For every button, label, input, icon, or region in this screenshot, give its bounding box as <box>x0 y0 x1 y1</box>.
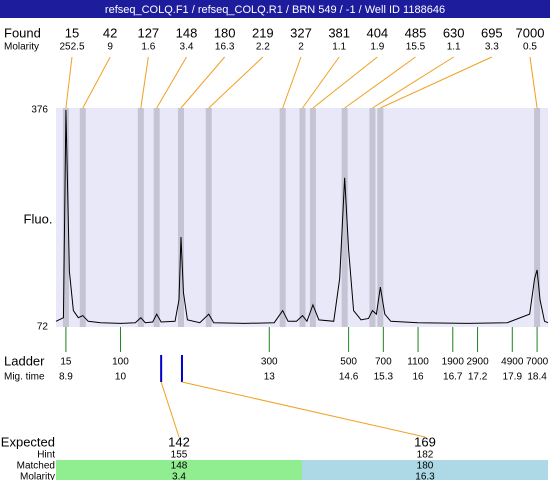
hint-label: Hint <box>37 450 55 461</box>
peak-connector <box>312 56 378 109</box>
peak-molarity: 252.5 <box>59 42 84 53</box>
peak-connector <box>282 56 302 109</box>
expected-label: Expected <box>1 434 55 449</box>
peak-molarity: 3.3 <box>485 42 499 53</box>
trace-line <box>55 109 549 324</box>
matched-size: 148 <box>171 461 188 472</box>
ladder-size: 2900 <box>466 357 489 368</box>
peak-size: 695 <box>481 25 503 40</box>
ladder-mig-time: 17.9 <box>503 372 523 383</box>
hint-size: 155 <box>171 450 188 461</box>
molarity-label: Molarity <box>4 42 39 53</box>
matched-molarity: 16.3 <box>415 472 435 480</box>
ladder-label: Ladder <box>4 353 45 368</box>
peak-band <box>279 108 286 327</box>
peak-molarity: 2.2 <box>256 42 270 53</box>
peak-size: 42 <box>103 25 117 40</box>
peak-size: 219 <box>252 25 274 40</box>
peak-connector <box>529 56 538 109</box>
peak-band <box>205 108 212 327</box>
peak-molarity: 1.1 <box>332 42 346 53</box>
title: refseq_COLQ.F1 / refseq_COLQ.R1 / BRN 54… <box>105 4 445 16</box>
peak-band <box>534 108 541 327</box>
peak-size: 127 <box>137 25 159 40</box>
peak-band <box>153 108 160 327</box>
matched-label: Matched <box>17 461 55 472</box>
peak-size: 7000 <box>516 25 545 40</box>
expected-size: 142 <box>168 434 190 449</box>
peak-band <box>137 108 144 327</box>
matched-bar <box>56 460 302 480</box>
peak-size: 148 <box>176 25 198 40</box>
ladder-mig-time: 17.2 <box>468 372 488 383</box>
ladder-size: 7000 <box>526 357 549 368</box>
peak-band <box>79 108 86 327</box>
ladder-mig-time: 13 <box>264 372 276 383</box>
y-tick-label: 376 <box>31 105 48 116</box>
peak-size: 180 <box>214 25 236 40</box>
peak-connector <box>140 56 149 109</box>
ladder-size: 300 <box>261 357 278 368</box>
ladder-size: 15 <box>60 357 72 368</box>
peak-connector <box>208 56 264 109</box>
matched-molarity: 3.4 <box>172 472 186 480</box>
ladder-size: 4900 <box>501 357 524 368</box>
peak-molarity: 9 <box>107 42 113 53</box>
matched-size: 180 <box>417 461 434 472</box>
y-axis-label: Fluo. <box>24 211 53 226</box>
matched-molarity-label: Molarity <box>20 472 55 480</box>
ladder-mig-time: 16 <box>412 372 424 383</box>
y-tick-label: 72 <box>37 322 49 333</box>
peak-molarity: 1.1 <box>447 42 461 53</box>
peak-connector <box>380 56 493 109</box>
title-bar <box>0 0 550 18</box>
hint-size: 182 <box>417 450 434 461</box>
peak-molarity: 2 <box>298 42 304 53</box>
peak-molarity: 0.5 <box>523 42 537 53</box>
peak-connector <box>65 56 73 109</box>
peak-molarity: 15.5 <box>406 42 426 53</box>
ladder-size: 1100 <box>407 357 429 368</box>
peak-band <box>341 108 348 327</box>
expected-size: 169 <box>414 434 436 449</box>
peak-molarity: 3.4 <box>180 42 194 53</box>
expected-connector <box>181 381 426 438</box>
peak-size: 381 <box>328 25 350 40</box>
ladder-mig-time: 14.6 <box>339 372 359 383</box>
peak-band <box>62 108 69 327</box>
peak-size: 15 <box>65 25 79 40</box>
peak-band <box>299 108 306 327</box>
peak-connector <box>302 56 340 109</box>
ladder-mig-time: 10 <box>115 372 127 383</box>
peak-size: 327 <box>290 25 312 40</box>
ladder-mig-time: 15.3 <box>374 372 394 383</box>
ladder-size: 500 <box>340 357 357 368</box>
peak-connector <box>82 56 111 109</box>
ladder-size: 100 <box>112 357 129 368</box>
ladder-mig-time: 16.7 <box>443 372 463 383</box>
peak-molarity: 1.9 <box>370 42 384 53</box>
peak-connector <box>344 56 416 109</box>
peak-band <box>309 108 316 327</box>
peak-molarity: 1.6 <box>141 42 155 53</box>
mig-time-label: Mig. time <box>4 372 45 383</box>
peak-molarity: 16.3 <box>215 42 235 53</box>
peak-size: 485 <box>405 25 427 40</box>
peak-size: 630 <box>443 25 465 40</box>
peak-connector <box>156 56 187 109</box>
peak-band <box>377 108 384 327</box>
peak-connector <box>372 56 454 109</box>
matched-bar <box>302 460 548 480</box>
ladder-mig-time: 8.9 <box>59 372 73 383</box>
ladder-size: 1900 <box>442 357 465 368</box>
peak-band <box>177 108 184 327</box>
peak-size: 404 <box>366 25 388 40</box>
peak-band <box>369 108 376 327</box>
expected-connector <box>160 381 180 438</box>
ladder-mig-time: 18.4 <box>527 372 547 383</box>
ladder-size: 700 <box>375 357 392 368</box>
peak-connector <box>180 56 226 109</box>
found-label: Found <box>4 25 41 40</box>
